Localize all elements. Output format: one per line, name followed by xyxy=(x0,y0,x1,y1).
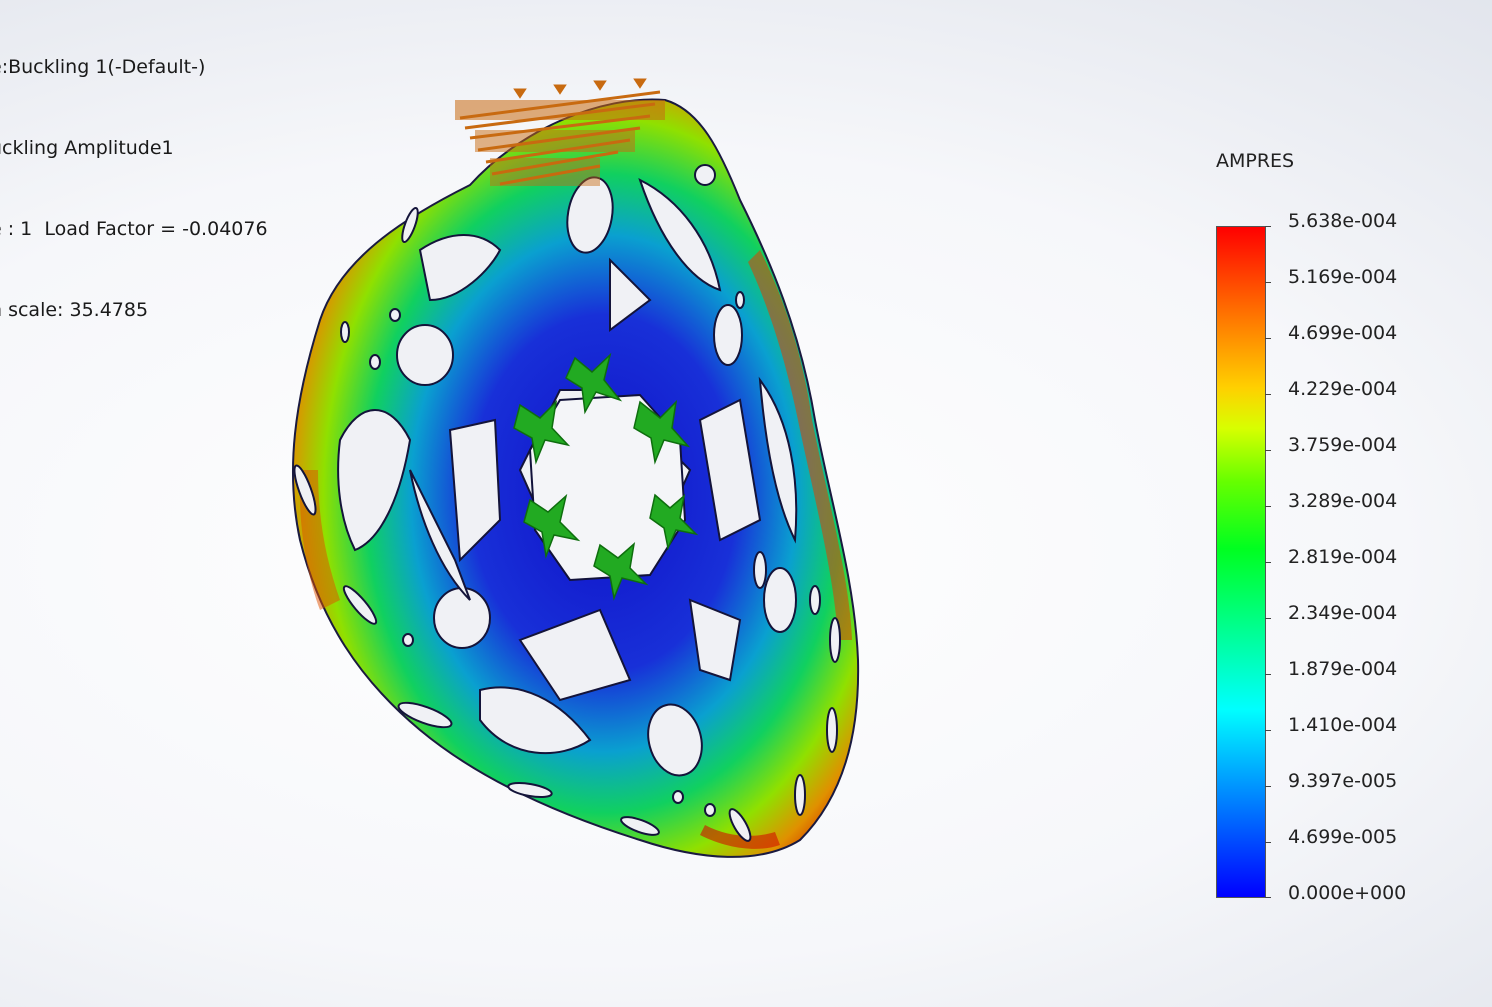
legend-tick xyxy=(1265,618,1271,619)
legend-value-label: 1.410e-004 xyxy=(1288,714,1398,736)
legend-value-label: 1.879e-004 xyxy=(1288,658,1398,680)
force-arrows-icon[interactable] xyxy=(455,78,665,186)
legend-tick xyxy=(1265,282,1271,283)
legend-tick xyxy=(1265,506,1271,507)
legend-tick xyxy=(1265,226,1271,227)
legend-tick xyxy=(1265,394,1271,395)
legend-title: AMPRES xyxy=(1216,150,1295,172)
legend-tick xyxy=(1265,730,1271,731)
plot-type: uckling Amplitude1 xyxy=(0,137,174,159)
legend-value-label: 4.229e-004 xyxy=(1288,378,1398,400)
legend-value-label: 2.819e-004 xyxy=(1288,546,1398,568)
legend-value-label: 2.349e-004 xyxy=(1288,602,1398,624)
legend-value-label: 3.759e-004 xyxy=(1288,434,1398,456)
legend-value-label: 4.699e-004 xyxy=(1288,322,1398,344)
rim-highlight xyxy=(748,250,852,640)
mode-load-factor: e : 1 Load Factor = -0.04076 xyxy=(0,218,268,240)
deformation-scale: n scale: 35.4785 xyxy=(0,299,149,321)
legend-tick xyxy=(1265,562,1271,563)
rim-highlight-bottom xyxy=(700,825,780,849)
legend-value-label: 5.638e-004 xyxy=(1288,210,1398,232)
legend-value-label: 0.000e+000 xyxy=(1288,882,1407,904)
legend-value-label: 9.397e-005 xyxy=(1288,770,1398,792)
study-info: e:Buckling 1(-Default-) uckling Amplitud… xyxy=(0,0,268,378)
legend-value-label: 5.169e-004 xyxy=(1288,266,1398,288)
legend-tick xyxy=(1265,450,1271,451)
legend-tick xyxy=(1265,338,1271,339)
legend-tick xyxy=(1265,674,1271,675)
legend-value-label: 3.289e-004 xyxy=(1288,490,1398,512)
legend-color-bar[interactable] xyxy=(1216,226,1266,898)
study-name: e:Buckling 1(-Default-) xyxy=(0,56,206,78)
legend-tick xyxy=(1265,786,1271,787)
legend-value-label: 4.699e-005 xyxy=(1288,826,1398,848)
legend-tick xyxy=(1265,842,1271,843)
legend-tick xyxy=(1265,897,1271,898)
fixed-geometry-icon[interactable] xyxy=(513,352,699,601)
